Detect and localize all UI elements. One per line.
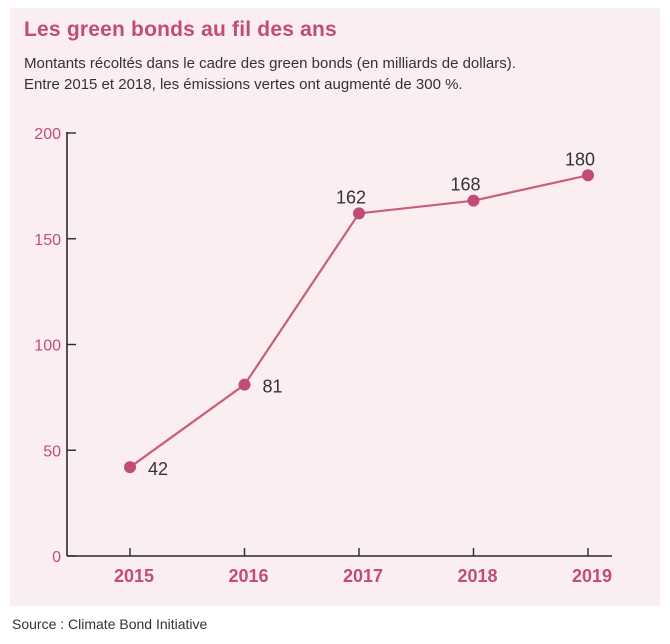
y-tick-label: 100 bbox=[34, 338, 61, 355]
data-point bbox=[238, 378, 251, 391]
data-point bbox=[124, 461, 136, 474]
data-point bbox=[582, 169, 594, 182]
x-tick-label: 2019 bbox=[572, 566, 612, 586]
data-label: 180 bbox=[565, 149, 595, 169]
x-tick-label: 2017 bbox=[343, 566, 383, 586]
chart-panel bbox=[10, 8, 660, 606]
chart-subtitle: Montants récoltés dans le cadre des gree… bbox=[24, 53, 644, 95]
subtitle-line-2: Entre 2015 et 2018, les émissions vertes… bbox=[24, 76, 463, 93]
y-tick-label: 150 bbox=[34, 232, 61, 249]
data-label: 81 bbox=[263, 377, 283, 397]
data-label: 162 bbox=[336, 187, 366, 207]
x-tick-label: 2016 bbox=[228, 566, 268, 586]
data-label: 42 bbox=[148, 459, 168, 479]
subtitle-line-1: Montants récoltés dans le cadre des gree… bbox=[24, 55, 516, 72]
data-label: 168 bbox=[450, 175, 480, 195]
data-point bbox=[353, 207, 365, 220]
y-tick-label: 50 bbox=[43, 443, 61, 460]
y-tick-label: 0 bbox=[52, 549, 61, 566]
y-tick-label: 200 bbox=[34, 126, 61, 143]
data-point bbox=[467, 194, 480, 207]
x-tick-label: 2015 bbox=[114, 566, 154, 586]
chart-title: Les green bonds au fil des ans bbox=[24, 18, 337, 41]
x-tick-label: 2018 bbox=[457, 566, 497, 586]
source-note: Source : Climate Bond Initiative bbox=[12, 616, 208, 632]
